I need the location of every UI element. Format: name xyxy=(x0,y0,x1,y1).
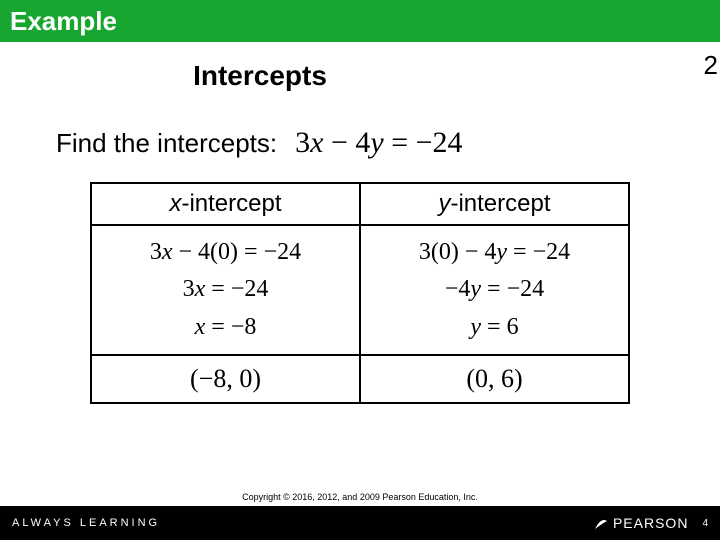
intercepts-table: x-intercept y-intercept 3x − 4(0) = −24 … xyxy=(90,182,630,404)
col-header-x: x-intercept xyxy=(91,183,360,225)
prompt-row: Find the intercepts: 3x − 4y = −24 xyxy=(56,126,720,160)
y-intercept-answer: (0, 6) xyxy=(360,355,629,403)
pearson-brand-text: PEARSON xyxy=(613,515,688,531)
prompt-text: Find the intercepts: xyxy=(56,128,277,159)
x-intercept-work: 3x − 4(0) = −24 3x = −24 x = −8 xyxy=(91,225,360,355)
slide-footer: ALWAYS LEARNING PEARSON 4 xyxy=(0,506,720,540)
header-label: Example xyxy=(10,6,117,37)
page-number: 4 xyxy=(702,518,708,529)
main-equation: 3x − 4y = −24 xyxy=(295,126,462,160)
col-header-y: y-intercept xyxy=(360,183,629,225)
page-title: Intercepts xyxy=(0,60,720,92)
y-intercept-work: 3(0) − 4y = −24 −4y = −24 y = 6 xyxy=(360,225,629,355)
pearson-logo: PEARSON xyxy=(593,515,688,531)
x-intercept-answer: (−8, 0) xyxy=(91,355,360,403)
slide-header: Example xyxy=(0,0,720,42)
footer-left-text: ALWAYS LEARNING xyxy=(12,517,160,529)
topic-number: 2 xyxy=(704,50,718,81)
pearson-swoosh-icon xyxy=(593,515,609,531)
copyright-text: Copyright © 2016, 2012, and 2009 Pearson… xyxy=(242,492,478,502)
